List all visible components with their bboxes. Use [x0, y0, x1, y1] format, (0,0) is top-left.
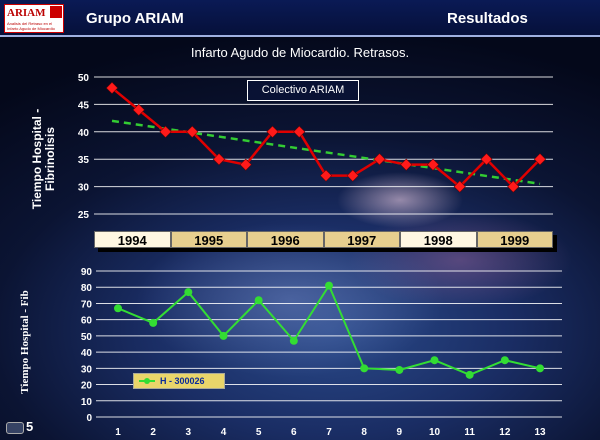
bottom-x-tick-label: 5	[256, 427, 262, 438]
bottom-series-point	[114, 304, 122, 313]
bottom-x-tick-label: 1	[115, 427, 121, 438]
bottom-x-tick-label: 9	[397, 427, 403, 438]
bottom-series-point	[149, 318, 158, 327]
top-series-point	[480, 153, 493, 166]
ariam-logo: ARIAM Analisis del Retraso en el Infarto…	[4, 4, 64, 33]
bottom-series-point	[536, 364, 544, 373]
top-series-point	[293, 125, 306, 138]
bottom-series-point	[184, 288, 193, 297]
bottom-series-point	[254, 296, 263, 305]
bottom-x-tick-label: 13	[534, 427, 546, 438]
page-number-label: 5	[26, 419, 34, 434]
bottom-y-tick-label: 30	[81, 364, 93, 375]
bottom-x-tick-label: 11	[464, 427, 475, 438]
legend-colectivo: Colectivo ARIAM	[247, 80, 359, 101]
top-y-tick-label: 35	[78, 155, 90, 166]
logo-mark-icon	[50, 6, 62, 18]
year-cell: 1998	[400, 231, 477, 248]
bottom-y-tick-label: 80	[81, 283, 93, 294]
top-y-tick-label: 40	[78, 128, 90, 139]
bottom-y-tick-label: 70	[81, 299, 93, 310]
bottom-series-point	[289, 336, 298, 345]
top-series-point	[132, 103, 145, 116]
header-bar: ARIAM Analisis del Retraso en el Infarto…	[0, 0, 600, 37]
bottom-y-tick-label: 40	[81, 348, 93, 359]
logo-text: ARIAM	[7, 7, 46, 19]
top-y-tick-label: 30	[78, 183, 90, 194]
bottom-x-tick-label: 2	[150, 427, 156, 438]
legend-series-name: H - 300026	[160, 376, 205, 386]
top-series-point	[426, 158, 440, 171]
chart-title: Infarto Agudo de Miocardio. Retrasos.	[190, 45, 410, 60]
bottom-x-tick-label: 3	[186, 427, 192, 438]
top-y-tick-label: 25	[78, 210, 90, 221]
top-chart: 25 30 35 40 45 50	[78, 73, 553, 221]
bottom-y-tick-label: 0	[86, 413, 92, 424]
top-series-point	[186, 125, 199, 138]
top-series-point	[239, 158, 252, 171]
top-series-point	[319, 169, 333, 182]
logo-subtext: Analisis del Retraso en el Infarto Agudo…	[7, 21, 55, 31]
top-series-point	[507, 180, 520, 193]
top-series-point	[159, 125, 172, 138]
year-cell: 1995	[170, 231, 247, 248]
bottom-series-point	[430, 356, 439, 365]
year-cell: 1997	[323, 231, 400, 248]
bottom-y-tick-label: 50	[81, 332, 93, 343]
top-y-tick-label: 50	[78, 73, 90, 84]
bottom-x-tick-label: 12	[499, 427, 511, 438]
year-cell: 1999	[476, 231, 553, 248]
bottom-x-tick-label: 4	[221, 427, 227, 438]
top-y-tick-label: 45	[78, 100, 90, 111]
bottom-series-point	[219, 331, 228, 340]
nav-arrow-icon[interactable]	[6, 421, 24, 434]
bottom-series-point	[360, 364, 369, 373]
header-section: Resultados	[447, 10, 528, 27]
top-series-point	[266, 125, 279, 138]
bottom-series-point	[465, 370, 474, 379]
top-series-point	[346, 169, 359, 182]
top-series-point	[453, 180, 466, 193]
bottom-y-tick-label: 60	[81, 316, 93, 327]
bottom-series-point	[500, 356, 509, 365]
top-series-point	[533, 153, 547, 166]
bottom-x-tick-label: 6	[291, 427, 297, 438]
year-cell: 1994	[94, 231, 171, 248]
legend-hospital: H - 300026	[133, 373, 225, 389]
bottom-y-tick-label: 90	[81, 267, 93, 278]
top-series-point	[105, 81, 119, 94]
bottom-x-tick-label: 8	[361, 427, 367, 438]
bottom-y-tick-label: 10	[81, 397, 93, 408]
bottom-series-line	[117, 283, 541, 376]
bottom-x-tick-label: 7	[326, 427, 332, 438]
bottom-series-point	[395, 365, 404, 374]
top-series-point	[400, 158, 413, 171]
page-number[interactable]: 5	[6, 419, 33, 434]
header-title: Grupo ARIAM	[86, 10, 184, 27]
bottom-x-tick-label: 10	[429, 427, 441, 438]
top-series-point	[373, 153, 386, 166]
bottom-series-point	[325, 281, 333, 290]
top-series-point	[212, 153, 226, 166]
legend-swatch-icon	[139, 378, 155, 384]
bottom-y-tick-label: 20	[81, 381, 93, 392]
year-cell: 1996	[247, 231, 324, 248]
